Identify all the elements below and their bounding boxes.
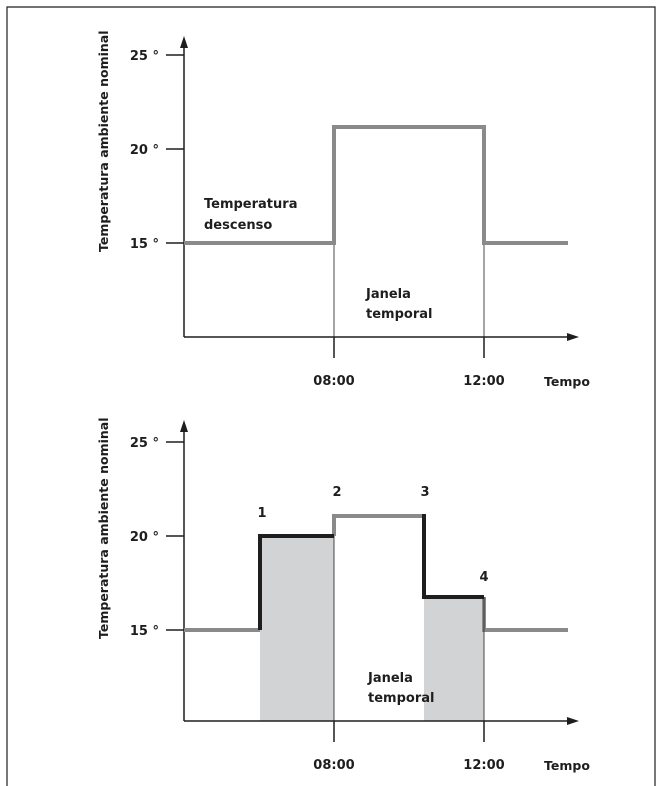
actual-curve-heatup: [258, 534, 334, 630]
x-tick-label-0800: 08:00: [313, 374, 354, 389]
y-axis-arrow: [180, 420, 188, 432]
y-tick-label-25: 25 °: [130, 436, 159, 451]
setpoint-curve-end: [482, 597, 568, 632]
shade-area-2: [424, 597, 484, 721]
frame-border: [6, 6, 656, 786]
x-axis-arrow: [567, 333, 579, 341]
y-axis-label: Temperatura ambiente nominal: [96, 417, 111, 639]
point-label-3: 3: [420, 485, 429, 500]
y-tick-label-20: 20 °: [130, 530, 159, 545]
setpoint-curve: [184, 125, 568, 245]
x-axis-label: Tempo: [544, 758, 590, 773]
x-axis-label: Tempo: [544, 374, 590, 389]
window-label-line2: temporal: [368, 691, 434, 706]
setpoint-curve-window: [332, 514, 424, 536]
x-tick-label-0800: 08:00: [313, 758, 354, 773]
y-tick-label-15: 15 °: [130, 624, 159, 639]
point-label-1: 1: [257, 506, 266, 521]
y-axis-label: Temperatura ambiente nominal: [96, 30, 111, 252]
diagram-bottom: 25 ° 20 ° 15 ° Temperatura ambiente nomi…: [96, 417, 590, 773]
actual-curve-cooldown: [422, 514, 484, 599]
point-label-2: 2: [332, 485, 341, 500]
shade-area-1: [260, 536, 334, 721]
diagram-top: 25 ° 20 ° 15 ° Temperatura ambiente nomi…: [96, 30, 590, 389]
y-axis-arrow: [180, 36, 188, 48]
setback-label-line1: Temperatura: [204, 197, 297, 212]
setback-label-line2: descenso: [204, 218, 272, 233]
y-tick-label-20: 20 °: [130, 143, 159, 158]
y-tick-label-25: 25 °: [130, 49, 159, 64]
x-tick-label-1200: 12:00: [463, 758, 504, 773]
x-tick-label-1200: 12:00: [463, 374, 504, 389]
y-tick-label-15: 15 °: [130, 237, 159, 252]
point-label-4: 4: [479, 570, 488, 585]
window-label-line1: Janela: [367, 671, 413, 686]
window-label-line1: Janela: [365, 287, 411, 302]
window-label-line2: temporal: [366, 307, 432, 322]
x-axis-arrow: [567, 717, 579, 725]
